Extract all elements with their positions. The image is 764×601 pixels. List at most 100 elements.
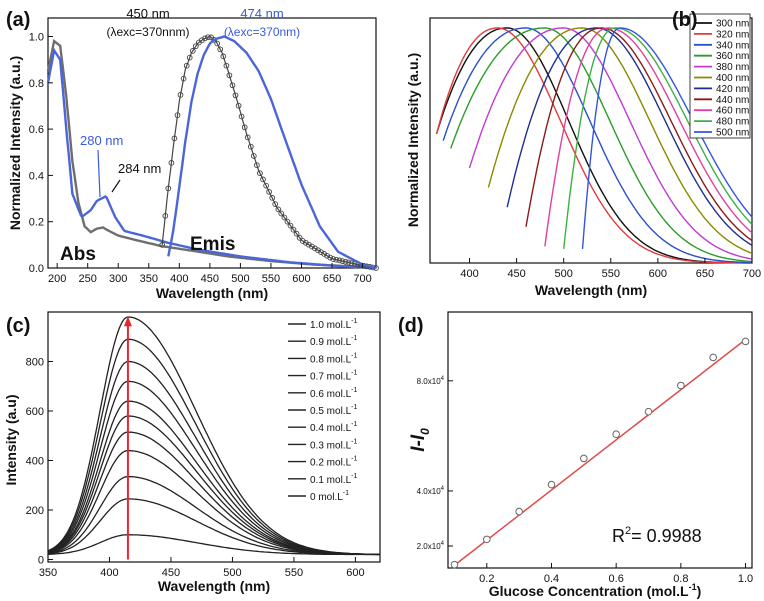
marker-emis-gray: [266, 188, 272, 195]
xtick-label-c: 550: [285, 567, 303, 579]
marker-emis-gray: [296, 234, 303, 241]
xtick-label-b: 600: [649, 268, 667, 280]
xtick-label-a: 250: [79, 273, 97, 285]
marker-emis-gray: [290, 226, 297, 233]
marker-emis-gray: [330, 256, 337, 262]
marker-emis-gray: [272, 201, 279, 207]
legend-b-label: 360 nm: [716, 51, 749, 62]
xtick-label-a: 300: [109, 273, 127, 285]
legend-b-label: 320 nm: [716, 29, 749, 40]
data-point: [515, 507, 523, 516]
marker-emis-gray: [269, 195, 276, 201]
panel-a-ylabel: Normalized Intensity (a.u.): [7, 56, 23, 230]
xtick-label-d: 1.0: [738, 573, 753, 585]
annotation-474nm: 474 nm: [240, 6, 283, 21]
marker-emis-gray: [171, 135, 178, 142]
marker-emis-gray: [238, 113, 245, 120]
r-squared: R2= 0.9988: [612, 525, 702, 546]
legend-c-label: 0.3 mol.L-1: [310, 438, 357, 451]
ytick-label-a: 0.2: [29, 217, 44, 229]
marker-emis-gray: [180, 75, 187, 82]
panel-d-xlabel-sup: -1: [689, 582, 697, 592]
legend-c-label: 0.2 mol.L-1: [310, 456, 357, 469]
legend-c-label: 0.6 mol.L-1: [310, 387, 357, 400]
data-point: [741, 337, 750, 346]
legend-b-label: 380 nm: [716, 62, 749, 73]
marker-emis-gray: [312, 245, 318, 252]
marker-emis-gray: [324, 252, 330, 259]
marker-emis-gray: [192, 43, 199, 50]
marker-emis-gray: [348, 260, 355, 267]
marker-emis-gray: [205, 34, 211, 41]
label-abs: Abs: [60, 244, 96, 265]
xtick-label-b: 700: [743, 268, 761, 280]
ytick-label-c: 200: [26, 505, 44, 517]
marker-emis-gray: [293, 230, 300, 237]
label-emis: Emis: [190, 234, 235, 255]
legend-c-label: 0 mol.L-1: [310, 490, 349, 503]
ytick-label-a: 0.8: [29, 78, 44, 90]
marker-emis-gray: [229, 82, 236, 89]
panel-d-ylabel: I-I0: [408, 428, 432, 452]
ytick-label-a: 1.0: [29, 32, 44, 44]
legend-b-label: 400 nm: [716, 73, 749, 84]
marker-emis-gray: [162, 213, 169, 219]
panel-b-xlabel: Wavelength (nm): [535, 282, 647, 298]
xtick-label-d: 0.4: [544, 573, 559, 585]
series-b-480nm: [563, 27, 753, 249]
ytick-label-c: 600: [26, 406, 44, 418]
legend-b-label: 440 nm: [716, 95, 749, 106]
xtick-label-b: 400: [460, 268, 478, 280]
legend-c-label: 0.8 mol.L-1: [310, 352, 357, 365]
ytick-label-d: 8.0x104: [417, 376, 445, 386]
marker-emis-gray: [168, 160, 175, 166]
data-point: [612, 430, 620, 439]
series-b-320nm: [435, 27, 752, 264]
series-a-4: [167, 35, 377, 270]
xtick-label-c: 500: [223, 567, 241, 579]
marker-emis-gray: [202, 35, 208, 42]
panel-d-frame: [447, 311, 753, 569]
legend-b-label: 500 nm: [716, 128, 749, 139]
marker-emis-gray: [159, 242, 166, 248]
marker-emis-gray: [186, 54, 193, 61]
panel-a-label: (a): [6, 9, 30, 31]
fit-line: [454, 338, 746, 566]
xtick-label-b: 550: [602, 268, 620, 280]
legend-c-label: 0.1 mol.L-1: [310, 473, 357, 486]
annotation-284nm: 284 nm: [118, 161, 161, 176]
legend-c-label: 0.7 mol.L-1: [310, 370, 357, 383]
marker-emis-gray: [339, 258, 346, 264]
panel-d-xlabel-end: ): [697, 583, 702, 599]
xtick-label-d: 0.6: [609, 573, 624, 585]
data-point: [547, 480, 556, 489]
marker-emis-gray: [214, 40, 221, 47]
panel-d: 0.2 0.4 0.6 0.8 1.0 2.0x104 4.0x104 8.0x104 (d…: [398, 311, 753, 599]
xtick-label-c: 350: [39, 567, 57, 579]
marker-emis-gray: [260, 176, 266, 183]
ytick-label-c: 400: [26, 456, 44, 468]
annotation-474nm-exc: (λexc=370nm): [224, 25, 300, 39]
data-point: [644, 407, 653, 416]
marker-emis-gray: [235, 102, 242, 109]
xtick-label-d: 0.2: [479, 573, 494, 585]
marker-emis-gray: [174, 112, 181, 119]
ytick-label-c: 0: [38, 555, 44, 567]
marker-emis-gray: [327, 254, 334, 261]
series-b-340nm: [442, 27, 753, 264]
xtick-label-a: 600: [292, 273, 310, 285]
marker-emis-gray: [247, 143, 254, 150]
ytick-label-a: 0.0: [29, 263, 44, 275]
series-c-10: [47, 534, 380, 556]
data-point: [483, 535, 491, 544]
legend-b-label: 480 nm: [716, 117, 749, 128]
marker-emis-gray: [275, 206, 282, 213]
data-point: [580, 454, 588, 463]
xtick-label-a: 700: [353, 273, 371, 285]
xtick-label-a: 500: [231, 273, 249, 285]
marker-emis-gray: [177, 92, 184, 98]
legend-b-label: 420 nm: [716, 84, 749, 95]
panel-a-xlabel: Wavelength (nm): [156, 285, 268, 301]
